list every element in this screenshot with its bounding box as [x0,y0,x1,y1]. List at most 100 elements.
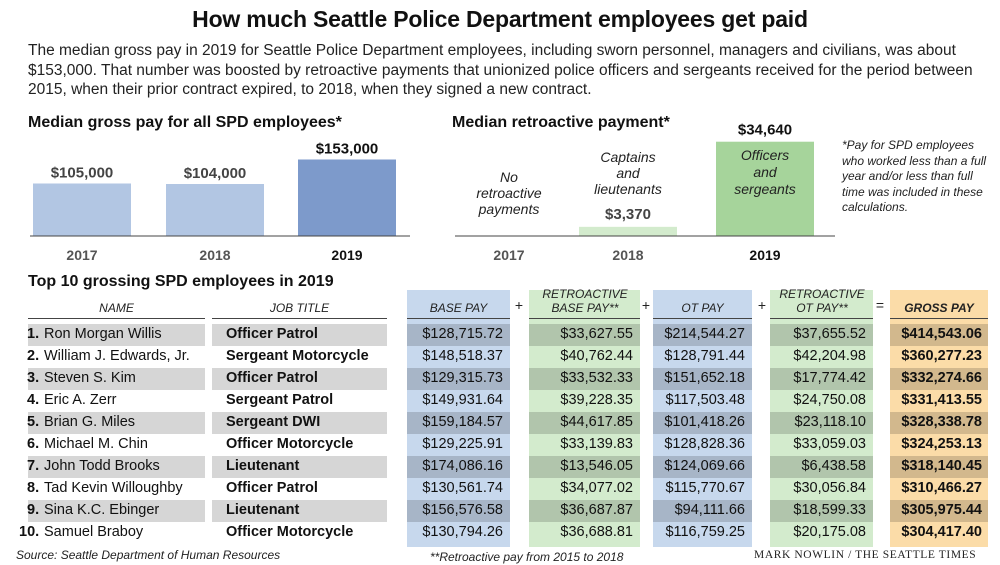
row-retro-base-pay: $33,627.55 [560,326,633,342]
row-rank: 3. [27,370,40,386]
row-stripe [890,368,988,390]
operator-plus: + [514,297,524,313]
header-rule [212,318,387,319]
median-pay-value-label: $153,000 [316,141,379,158]
base-pay-column-band [407,290,510,547]
median-pay-bar-2019 [298,159,396,236]
median-pay-year-label: 2017 [66,247,97,263]
retro-year-label: 2019 [749,247,780,263]
row-retro-ot-pay: $17,774.42 [793,370,866,386]
row-ot-pay: $124,069.66 [664,458,745,474]
row-stripe [529,324,640,346]
table-row: 1. Ron Morgan Willis Officer Patrol $128,71… [0,324,1000,346]
page-title: How much Seattle Police Department emplo… [192,6,808,32]
row-retro-base-pay: $40,762.44 [560,348,633,364]
row-retro-base-pay: $33,139.83 [560,436,633,452]
row-base-pay: $148,518.37 [422,348,503,364]
header-rule [28,318,205,319]
table-row: 8. Tad Kevin Willoughby Officer Patrol $130… [0,478,1000,500]
row-stripe [28,324,205,346]
row-stripe [890,324,988,346]
row-stripe [770,412,873,434]
row-job-title: Officer Motorcycle [226,436,354,452]
median-pay-year-label: 2018 [199,247,230,263]
retro-footnote: **Retroactive pay from 2015 to 2018 [430,550,624,564]
row-name: Sina K.C. Ebinger [44,502,160,518]
row-ot-pay: $101,418.26 [664,414,745,430]
table-row: 5. Brian G. Miles Sergeant DWI $159,184.57 $… [0,412,1000,434]
col-header-ot-pay: OT PAY [681,301,724,315]
row-gross-pay: $414,543.06 [901,326,982,342]
row-ot-pay: $116,759.25 [665,524,745,540]
median-pay-year-label: 2019 [331,247,362,263]
row-job-title: Officer Patrol [226,326,318,342]
row-rank: 7. [27,458,40,474]
row-name: William J. Edwards, Jr. [44,348,190,364]
row-base-pay: $156,576.58 [422,502,503,518]
row-stripe [407,456,510,478]
table-row: 7. John Todd Brooks Lieutenant $174,086.16 $… [0,456,1000,478]
credit: MARK NOWLIN / THE SEATTLE TIMES [754,549,977,561]
row-base-pay: $149,931.64 [422,392,503,408]
col-header-base-pay: BASE PAY [429,301,488,315]
table-row: 10. Samuel Braboy Officer Motorcycle $130,7… [0,522,1000,544]
row-ot-pay: $94,111.66 [674,502,745,518]
row-stripe [770,368,873,390]
header-rule [407,318,510,319]
row-stripe [407,412,510,434]
col-header-retro-base: RETROACTIVE BASE PAY** [542,287,628,315]
retro-value-label: $34,640 [738,122,792,139]
gross-pay-column-band [890,290,988,547]
row-rank: 1. [27,326,40,342]
col-header-name: NAME [99,301,134,315]
row-stripe [407,324,510,346]
row-ot-pay: $115,770.67 [665,480,745,496]
retro-bar-2018 [579,226,677,236]
row-job-title: Officer Patrol [226,370,318,386]
row-stripe [653,368,752,390]
table-row: 9. Sina K.C. Ebinger Lieutenant $156,576.58… [0,500,1000,522]
ot-pay-column-band [653,290,752,547]
row-rank: 8. [27,480,40,496]
median-pay-chart-title: Median gross pay for all SPD employees* [28,114,342,131]
median-pay-value-label: $104,000 [184,165,247,182]
row-retro-ot-pay: $24,750.08 [793,392,866,408]
row-rank: 5. [27,414,40,430]
row-stripe [407,500,510,522]
row-name: Eric A. Zerr [44,392,117,408]
retro-chart: No retroactive payments 2017 Captains and lieu… [455,122,835,263]
retro-annotation: Captains and lieutenants [594,149,662,197]
row-name: John Todd Brooks [44,458,160,474]
row-gross-pay: $304,417.40 [901,524,982,540]
row-rank: 6. [27,436,40,452]
row-base-pay: $129,225.91 [422,436,503,452]
row-gross-pay: $310,466.27 [901,480,982,496]
row-gross-pay: $318,140.45 [901,458,982,474]
median-pay-bar-2017 [33,183,131,236]
row-rank: 4. [27,392,40,408]
source-note: Source: Seattle Department of Human Reso… [16,548,281,562]
retro-chart-title: Median retroactive payment* [452,114,670,131]
col-header-retro-ot: RETROACTIVE OT PAY** [779,287,865,315]
median-pay-bar-2018 [166,184,264,236]
row-rank: 2. [27,348,40,364]
row-stripe [28,500,205,522]
row-stripe [653,456,752,478]
row-job-title: Sergeant Motorcycle [226,348,369,364]
table-row: 2. William J. Edwards, Jr. Sergeant Motorc… [0,346,1000,368]
retro-bar-2019 [716,141,814,236]
row-retro-ot-pay: $42,204.98 [793,348,866,364]
row-job-title: Lieutenant [226,458,300,474]
row-ot-pay: $151,652.18 [664,370,745,386]
row-stripe [653,500,752,522]
row-retro-base-pay: $13,546.05 [560,458,633,474]
row-ot-pay: $117,503.48 [665,392,745,408]
intro-paragraph: The median gross pay in 2019 for Seattle… [28,42,973,98]
row-name: Michael M. Chin [44,436,148,452]
row-job-title: Officer Patrol [226,480,318,496]
row-gross-pay: $305,975.44 [901,502,982,518]
row-retro-base-pay: $44,617.85 [560,414,633,430]
row-gross-pay: $331,413.55 [901,392,982,408]
row-job-title: Officer Motorcycle [226,524,354,540]
header-rule [770,318,873,319]
